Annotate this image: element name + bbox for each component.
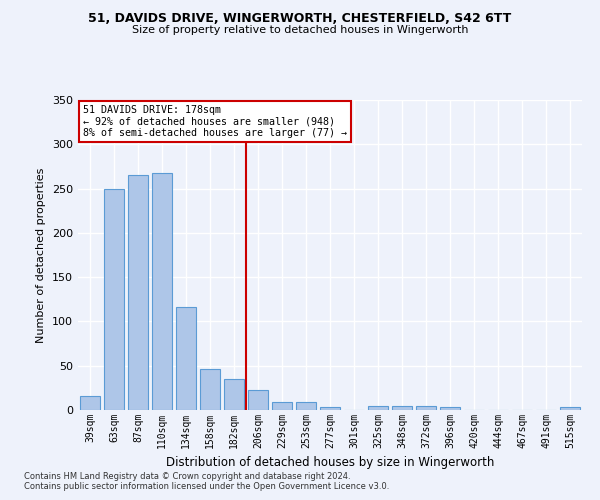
Text: 51 DAVIDS DRIVE: 178sqm
← 92% of detached houses are smaller (948)
8% of semi-de: 51 DAVIDS DRIVE: 178sqm ← 92% of detache… <box>83 104 347 138</box>
Bar <box>440 408 460 410</box>
Bar <box>176 308 196 410</box>
Bar <box>272 402 292 410</box>
Bar <box>416 406 436 410</box>
Text: 51, DAVIDS DRIVE, WINGERWORTH, CHESTERFIELD, S42 6TT: 51, DAVIDS DRIVE, WINGERWORTH, CHESTERFI… <box>88 12 512 26</box>
Text: Contains HM Land Registry data © Crown copyright and database right 2024.: Contains HM Land Registry data © Crown c… <box>24 472 350 481</box>
Bar <box>248 390 268 410</box>
Text: Size of property relative to detached houses in Wingerworth: Size of property relative to detached ho… <box>132 25 468 35</box>
Bar <box>368 406 388 410</box>
Bar <box>560 408 580 410</box>
Bar <box>296 402 316 410</box>
Bar <box>320 408 340 410</box>
Y-axis label: Number of detached properties: Number of detached properties <box>37 168 46 342</box>
Bar <box>392 406 412 410</box>
Bar <box>200 370 220 410</box>
Bar <box>104 190 124 410</box>
Bar <box>80 396 100 410</box>
Text: Distribution of detached houses by size in Wingerworth: Distribution of detached houses by size … <box>166 456 494 469</box>
Text: Contains public sector information licensed under the Open Government Licence v3: Contains public sector information licen… <box>24 482 389 491</box>
Bar <box>128 176 148 410</box>
Bar <box>152 172 172 410</box>
Bar <box>224 379 244 410</box>
